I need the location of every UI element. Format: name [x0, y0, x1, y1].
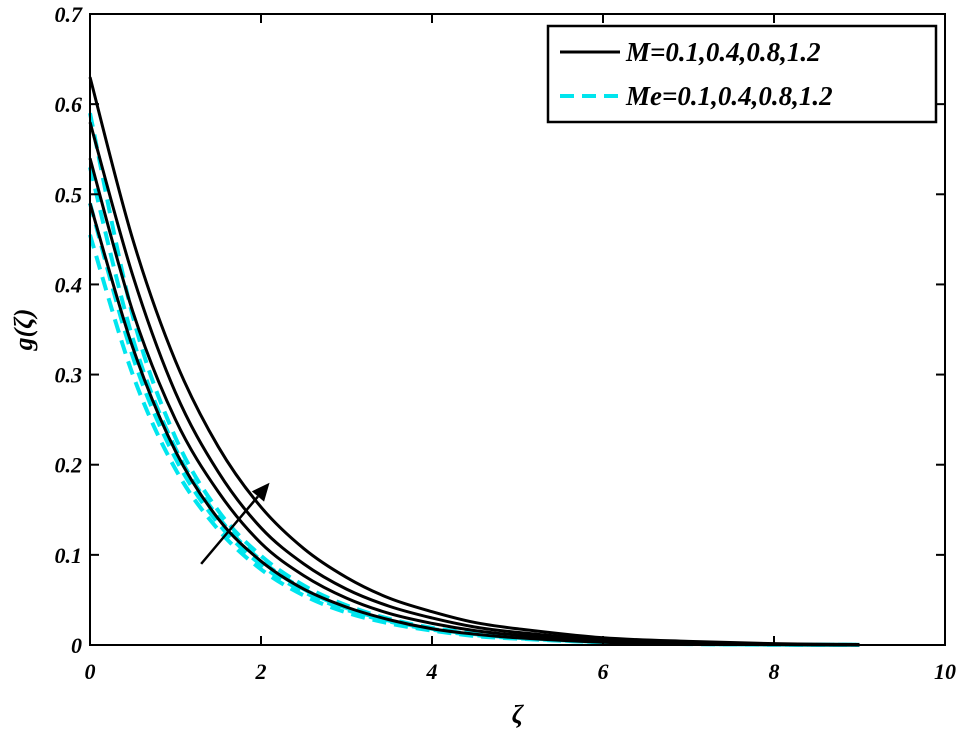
y-tick-label: 0.1	[55, 543, 83, 568]
legend-label-1: M=0.1,0.4,0.8,1.2	[625, 37, 821, 67]
x-tick-label: 8	[769, 659, 780, 684]
series-layer	[88, 76, 860, 647]
x-tick-label: 10	[934, 659, 956, 684]
y-tick-label: 0.7	[55, 2, 84, 27]
y-tick-label: 0.4	[55, 272, 83, 297]
y-tick-label: 0.2	[55, 453, 83, 478]
x-tick-label: 0	[85, 659, 96, 684]
y-tick-label: 0.3	[55, 363, 83, 388]
series-line-m-1-2	[88, 76, 860, 647]
x-axis-label: ζ	[512, 700, 525, 729]
axes-frame	[89, 13, 946, 646]
trend-arrow-head	[251, 482, 270, 502]
legend-box	[546, 24, 938, 124]
x-tick-label: 2	[255, 659, 267, 684]
y-axis-label: g(ζ)	[9, 309, 38, 352]
legend: M=0.1,0.4,0.8,1.2 Me=0.1,0.4,0.8,1.2	[546, 24, 938, 124]
x-tick-label: 6	[598, 659, 609, 684]
axes-layer: 0 2 4 6 8 10 0 0.1 0.2 0.3 0.4 0.5 0.6 0.7 ζ g(ζ)	[9, 2, 956, 729]
legend-label-2: Me=0.1,0.4,0.8,1.2	[625, 81, 833, 111]
series-line-me-0-1	[88, 234, 860, 647]
y-tick-label: 0.6	[55, 92, 83, 117]
x-tick-label: 4	[426, 659, 438, 684]
y-tick-label: 0	[71, 633, 82, 658]
trend-arrow-shaft	[200, 495, 259, 565]
y-tick-label: 0.5	[55, 182, 83, 207]
annotation-layer	[200, 482, 270, 565]
